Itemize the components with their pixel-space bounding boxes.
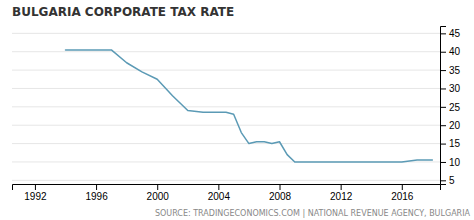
y-tick-mark: [440, 88, 446, 89]
x-tick-label: 2012: [330, 191, 353, 202]
y-tick: 45: [440, 28, 461, 39]
grid: [12, 33, 440, 180]
title: BULGARIA CORPORATE TAX RATE: [12, 5, 234, 19]
grid-line: [12, 51, 440, 52]
x-tick: 2008: [269, 184, 292, 202]
y-tick-label: 40: [449, 46, 461, 57]
x-tick-label: 2004: [208, 191, 231, 202]
y-tick-label: 25: [449, 102, 461, 113]
x-tick-mark: [402, 184, 403, 190]
y-tick: 30: [440, 83, 461, 94]
y-tick-mark: [440, 70, 446, 71]
grid-line: [12, 125, 440, 126]
x-tick-mark: [157, 184, 158, 190]
x-tick-label: 2000: [147, 191, 170, 202]
y-tick-mark: [440, 125, 446, 126]
y-tick-label: 45: [449, 28, 461, 39]
x-tick: 1996: [85, 184, 108, 202]
y-tick-mark: [440, 107, 446, 108]
grid-line: [12, 88, 440, 89]
x-tick: 2000: [147, 184, 170, 202]
y-tick-label: 20: [449, 120, 461, 131]
y-tick-mark: [440, 144, 446, 145]
grid-line: [12, 143, 440, 144]
y-tick-mark: [440, 52, 446, 53]
y-tick: 5: [440, 175, 455, 186]
grid-line: [12, 33, 440, 34]
x-tick-mark: [341, 184, 342, 190]
y-tick-label: 35: [449, 65, 461, 76]
chart: 1992 1996 2000 2004 2008 2012 2016 5 10 15 20 25 30 3…: [0, 0, 474, 220]
y-axis: 5 10 15 20 25 30 35 40 45: [440, 27, 461, 187]
x-tick-label: 1996: [85, 191, 108, 202]
x-tick: 2012: [330, 184, 353, 202]
data-line: [66, 50, 433, 162]
x-tick-label: 1992: [24, 191, 47, 202]
x-axis: 1992 1996 2000 2004 2008 2012 2016: [13, 184, 441, 202]
y-axis-line: [441, 27, 447, 185]
x-tick: 2016: [391, 184, 414, 202]
x-tick-mark: [96, 184, 97, 190]
grid-line: [12, 180, 440, 181]
y-tick: 10: [440, 157, 461, 168]
annotation: SOURCE: TRADINGECONOMICS.COM | NATIONAL …: [155, 209, 471, 218]
y-tick: 25: [440, 102, 461, 113]
grid-line: [12, 106, 440, 107]
x-tick-label: 2008: [269, 191, 292, 202]
plot-area: [66, 50, 433, 162]
x-tick-mark: [218, 184, 219, 190]
x-tick-label: 2016: [391, 191, 414, 202]
y-tick: 40: [440, 46, 461, 57]
y-tick-mark: [440, 180, 446, 181]
x-tick: 2004: [208, 184, 231, 202]
x-axis-line: [13, 185, 441, 191]
x-tick: 1992: [24, 184, 47, 202]
y-tick-mark: [440, 162, 446, 163]
y-tick: 20: [440, 120, 461, 131]
x-tick-mark: [280, 184, 281, 190]
x-tick-mark: [35, 184, 36, 190]
y-tick-mark: [440, 33, 446, 34]
y-tick-label: 30: [449, 83, 461, 94]
y-tick-label: 10: [449, 157, 461, 168]
y-tick: 35: [440, 65, 461, 76]
grid-line: [12, 70, 440, 71]
y-tick-label: 15: [449, 138, 461, 149]
y-tick-label: 5: [449, 175, 455, 186]
y-tick: 15: [440, 138, 461, 149]
